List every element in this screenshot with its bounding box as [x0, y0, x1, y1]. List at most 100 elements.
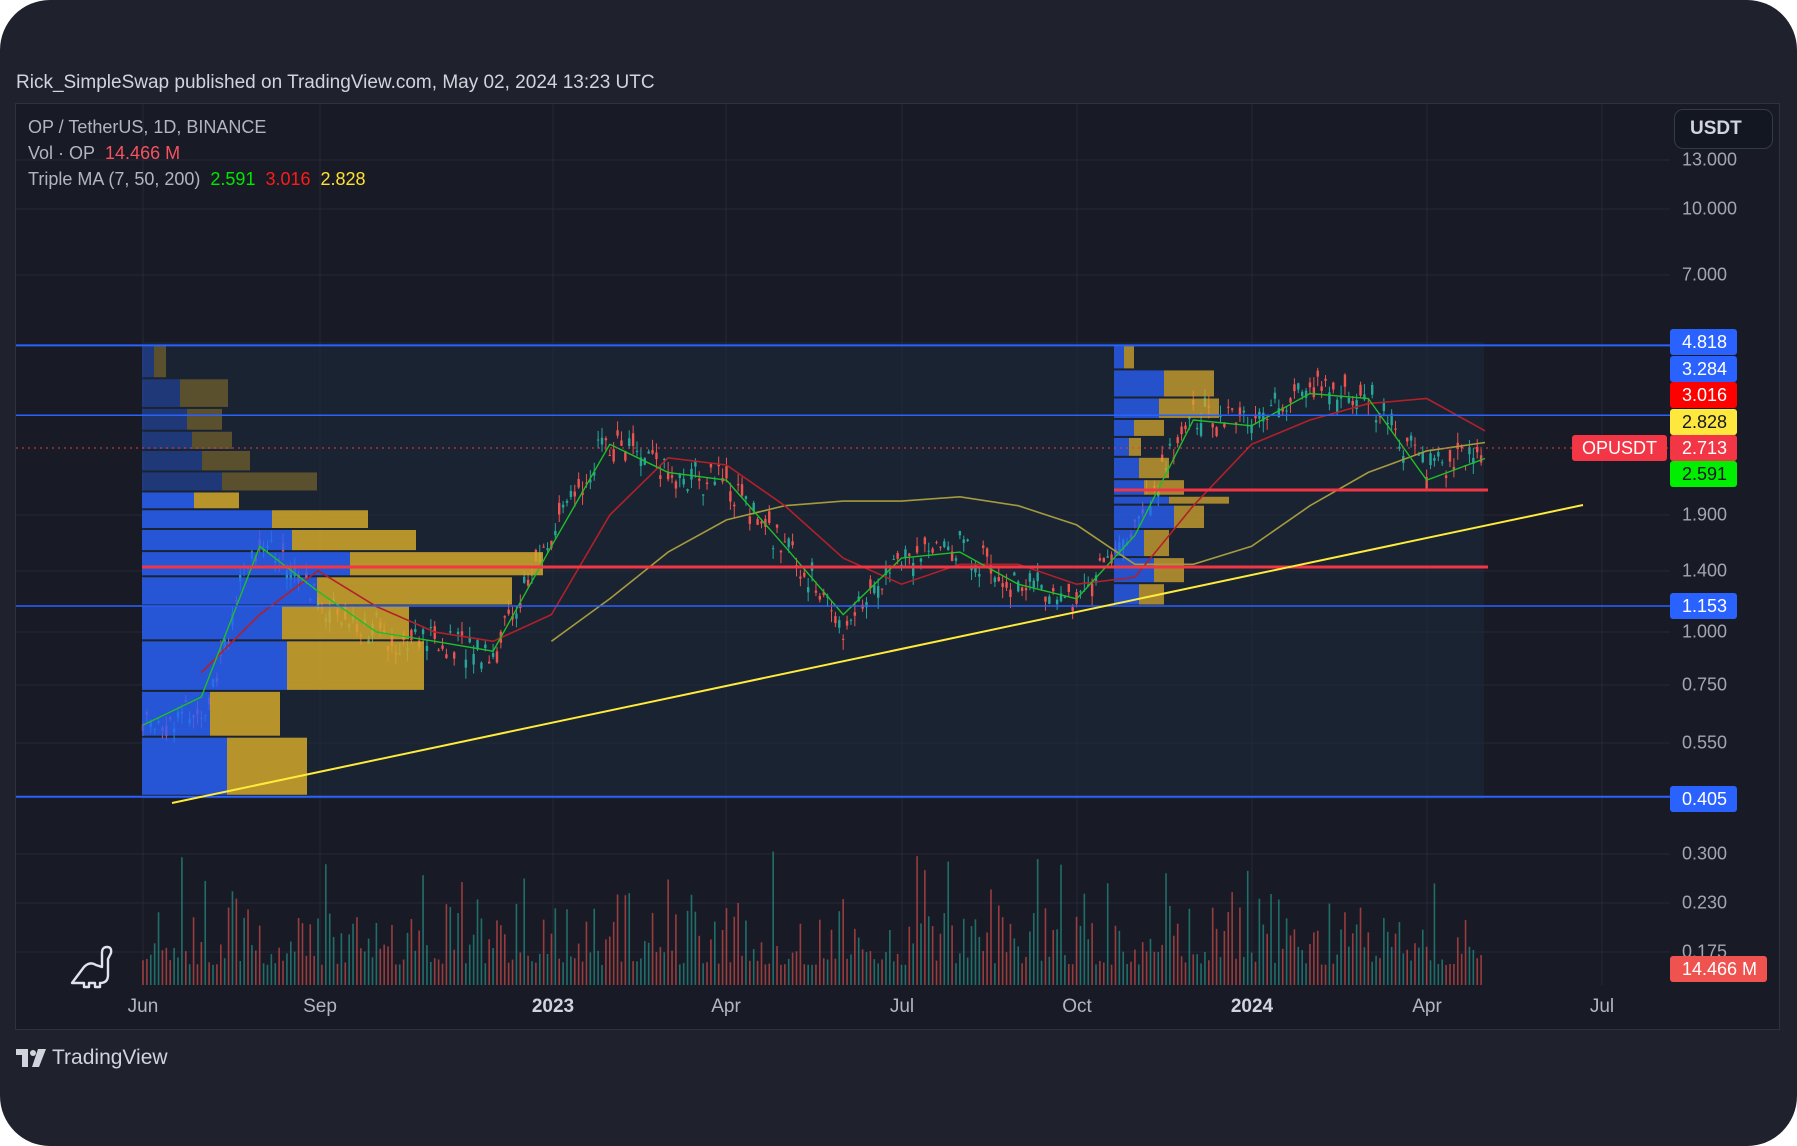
candle-body: [830, 610, 833, 612]
volume-bar: [1048, 956, 1051, 985]
volume-bar: [1398, 922, 1401, 985]
volume-bar: [157, 912, 160, 985]
chart-plot-area[interactable]: [16, 104, 1670, 1029]
candle-body: [624, 450, 627, 461]
candle-body: [1437, 452, 1440, 457]
volume-bar: [756, 960, 759, 985]
volume-bar: [1355, 924, 1358, 985]
volume-bar: [538, 953, 541, 985]
volume-bar: [1169, 905, 1171, 985]
volume-bar: [1134, 949, 1136, 985]
volume-profile-gold: [1164, 370, 1214, 397]
volume-bar: [822, 958, 825, 985]
candle-body: [748, 516, 752, 524]
volume-profile-blue: [1114, 398, 1159, 418]
candle-body: [1005, 581, 1008, 588]
volume-bar: [690, 894, 693, 985]
candle-body: [573, 491, 576, 497]
candle-body: [1071, 607, 1074, 612]
volume-bar: [706, 962, 708, 985]
volume-bar: [1040, 960, 1043, 985]
volume-bar: [1351, 933, 1354, 985]
currency-button[interactable]: USDT: [1674, 109, 1773, 149]
price-tick: 7.000: [1682, 264, 1728, 285]
volume-bar: [523, 878, 526, 985]
volume-bar: [1445, 964, 1447, 985]
volume-bar: [593, 908, 596, 985]
volume-bar: [192, 917, 195, 985]
volume-bar: [966, 957, 969, 985]
volume-bar: [628, 893, 631, 985]
volume-bar: [1188, 908, 1191, 985]
volume-bar: [562, 962, 564, 985]
volume-bar: [997, 905, 1000, 985]
volume-bar: [671, 950, 673, 985]
candle-body: [554, 530, 557, 536]
candle-body: [678, 474, 681, 478]
candle-body: [1199, 423, 1203, 436]
candle-body: [756, 519, 759, 525]
legend-triple-ma[interactable]: Triple MA (7, 50, 200) 2.591 3.016 2.828: [28, 166, 366, 192]
volume-bar: [379, 948, 382, 985]
candle-body: [736, 484, 740, 486]
volume-bar: [1153, 951, 1156, 985]
candle-body: [305, 572, 308, 580]
candle-body: [962, 539, 965, 544]
candle-body: [841, 638, 845, 640]
volume-bar: [1130, 961, 1132, 985]
volume-bar: [1274, 962, 1276, 985]
legend-volume[interactable]: Vol · OP 14.466 M: [28, 140, 366, 166]
volume-bar: [1219, 957, 1222, 985]
volume-bar: [363, 951, 366, 985]
volume-profile-gold-faint: [180, 379, 228, 407]
volume-bar: [1036, 859, 1039, 985]
volume-bar: [1056, 929, 1058, 985]
legend-symbol[interactable]: OP / TetherUS, 1D, BINANCE: [28, 117, 267, 137]
volume-bar: [1348, 946, 1350, 985]
candle-body: [978, 573, 981, 577]
ma200-line: [550, 441, 1486, 642]
volume-bar: [1192, 954, 1195, 985]
candle-body: [616, 430, 619, 436]
ma-label: Triple MA (7, 50, 200): [28, 169, 201, 189]
trendline: [171, 504, 1584, 804]
volume-bar: [1270, 894, 1272, 985]
volume-bar: [986, 932, 988, 985]
candle-body: [771, 548, 775, 550]
volume-bar: [1421, 929, 1424, 985]
volume-bar: [255, 950, 257, 985]
volume-bar: [465, 963, 467, 985]
volume-bar: [589, 952, 592, 985]
volume-bar: [200, 942, 203, 985]
candle-body: [1312, 387, 1316, 398]
volume-bar: [410, 919, 413, 985]
volume-bar: [1258, 898, 1261, 985]
volume-bar: [651, 912, 654, 985]
volume-bar: [212, 964, 214, 985]
price-label-ma-7: 2.591: [1670, 461, 1738, 487]
candle-body: [604, 438, 608, 441]
volume-bar: [1371, 961, 1373, 985]
volume-bar: [1367, 932, 1370, 985]
volume-bar: [1379, 958, 1381, 985]
volume-bar: [472, 934, 475, 985]
tradingview-brand[interactable]: TradingView: [16, 1046, 168, 1070]
volume-bar: [437, 959, 440, 985]
candle-body: [876, 586, 880, 598]
volume-profile-blue: [142, 606, 282, 640]
volume-bar: [1165, 873, 1167, 985]
candle-body: [733, 504, 736, 507]
volume-bar: [679, 964, 681, 985]
candle-body: [1304, 390, 1308, 398]
volume-bar: [383, 944, 385, 985]
candle-body: [950, 551, 954, 561]
candle-body: [803, 572, 806, 577]
volume-bar: [1200, 963, 1202, 985]
volume-bar: [196, 964, 199, 985]
volume-bar: [749, 960, 751, 985]
candle-body: [437, 649, 440, 651]
candle-body: [1052, 588, 1055, 592]
candle-body: [1273, 392, 1277, 399]
candle-body: [663, 458, 666, 460]
candle-body: [966, 539, 969, 542]
